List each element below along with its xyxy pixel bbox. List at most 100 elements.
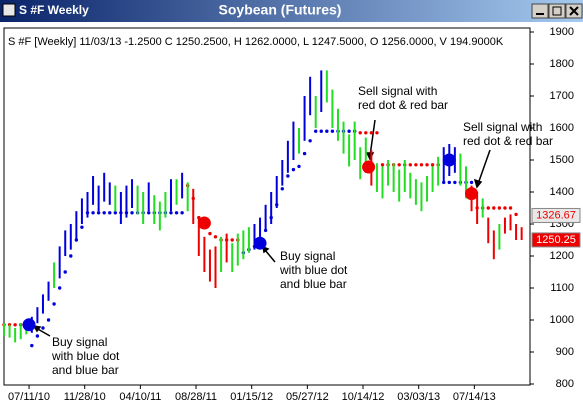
stop-dot	[297, 164, 301, 169]
y-tick-label: 1000	[550, 314, 574, 326]
quote-header: S #F [Weekly] 11/03/13 -1.2500 C 1250.25…	[8, 36, 504, 48]
window-title: S #F Weekly	[19, 3, 89, 17]
signal-dot	[362, 160, 376, 174]
stop-dot	[497, 206, 502, 210]
y-tick-label: 1600	[550, 122, 574, 134]
stop-dot	[358, 131, 362, 135]
stop-dot	[13, 323, 17, 327]
stop-dot	[291, 167, 296, 172]
annotation: red dot & red bar	[463, 134, 553, 148]
stop-dot	[52, 302, 56, 306]
annotation: Buy signal	[52, 335, 107, 349]
price-label: 1326.67	[536, 209, 576, 221]
y-tick-label: 1200	[550, 250, 574, 262]
y-tick-label: 1100	[550, 282, 574, 294]
annotation: with blue dot	[279, 263, 348, 277]
y-tick-label: 1700	[550, 90, 574, 102]
x-tick-label: 05/27/12	[286, 391, 329, 403]
stop-dot	[375, 131, 379, 135]
stop-dot	[147, 211, 151, 215]
y-tick-label: 1500	[550, 154, 574, 166]
stop-dot	[425, 163, 429, 167]
stop-dot	[330, 129, 335, 133]
stop-dot	[414, 163, 418, 167]
stop-dot	[308, 139, 312, 143]
stop-dot	[41, 326, 45, 330]
x-tick-label: 11/28/10	[64, 391, 106, 403]
signal-dot	[442, 153, 456, 167]
window-buttons	[531, 3, 583, 19]
stop-dot	[503, 206, 507, 210]
annotation: and blue bar	[280, 277, 347, 291]
stop-dot	[208, 231, 212, 236]
stop-dot	[508, 206, 513, 210]
stop-dot	[380, 163, 385, 167]
annotation: with blue dot	[51, 349, 120, 363]
stop-dot	[57, 286, 62, 290]
stop-dot	[46, 318, 51, 322]
stop-dot	[319, 129, 323, 133]
price-label: 1250.25	[536, 234, 576, 246]
stop-dot	[430, 163, 435, 167]
stop-dot	[230, 238, 234, 242]
window-icon	[2, 3, 16, 17]
stop-dot	[492, 206, 496, 210]
stop-dot	[69, 254, 73, 258]
stop-dot	[514, 212, 518, 217]
minimize-button[interactable]	[531, 3, 549, 19]
maximize-button[interactable]	[548, 3, 566, 19]
price-label-box	[531, 232, 581, 248]
chart-title: Soybean (Futures)	[219, 2, 342, 18]
x-tick-label: 03/03/13	[397, 391, 440, 403]
x-tick-label: 08/28/11	[175, 391, 217, 403]
annotation: Sell signal with	[358, 84, 437, 98]
x-tick-label: 04/10/11	[119, 391, 161, 403]
stop-dot	[397, 163, 401, 167]
stop-dot	[108, 211, 112, 215]
stop-dot	[102, 211, 106, 215]
stop-dot	[280, 187, 285, 191]
stop-dot	[174, 211, 179, 215]
title-bar	[0, 0, 583, 22]
stop-dot	[469, 180, 474, 185]
y-tick-label: 1400	[550, 186, 574, 198]
stop-dot	[364, 131, 368, 135]
stop-dot	[213, 235, 218, 239]
x-tick-label: 07/11/10	[8, 391, 50, 403]
stop-dot	[169, 211, 173, 215]
stop-dot	[408, 163, 413, 167]
price-label-box	[531, 207, 581, 223]
stop-dot	[369, 131, 374, 135]
stop-dot	[80, 225, 84, 229]
y-tick-label: 1800	[550, 58, 574, 70]
stop-dot	[419, 163, 424, 167]
stop-dot	[447, 180, 451, 185]
signal-dot	[465, 187, 479, 201]
stop-dot	[180, 211, 184, 215]
stop-dot	[130, 211, 134, 215]
stop-dot	[325, 129, 329, 133]
x-tick-label: 10/14/12	[342, 391, 385, 403]
signal-dot	[22, 318, 36, 332]
signal-dot	[253, 236, 267, 250]
stop-dot	[314, 129, 318, 133]
stop-dot	[486, 206, 490, 210]
stop-dot	[113, 211, 118, 215]
y-tick-label: 900	[556, 346, 574, 358]
stop-dot	[35, 334, 40, 338]
plot-area	[3, 27, 531, 386]
stop-dot	[96, 211, 101, 215]
annotation: and blue bar	[52, 363, 119, 377]
stop-dot	[347, 129, 351, 133]
stop-dot	[91, 211, 95, 215]
stop-dot	[302, 151, 307, 156]
y-tick-label: 1900	[550, 26, 574, 38]
annotation: Sell signal with	[463, 120, 542, 134]
stop-dot	[286, 174, 290, 178]
signal-dot	[197, 216, 211, 230]
stop-dot	[453, 180, 457, 185]
x-tick-label: 01/15/12	[230, 391, 273, 403]
stop-dot	[63, 270, 67, 274]
annotation: Buy signal	[280, 249, 335, 263]
